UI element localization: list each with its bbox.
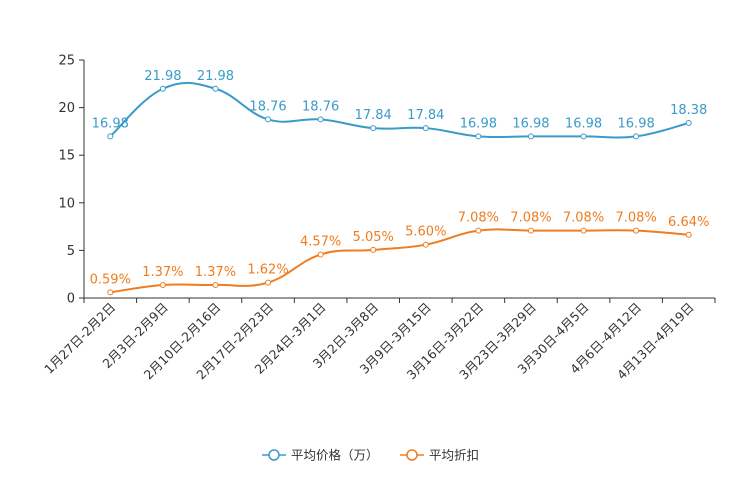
- data-label: 1.37%: [195, 265, 236, 280]
- data-label: 18.38: [670, 103, 707, 118]
- data-point[interactable]: [107, 289, 114, 296]
- data-label: 17.84: [355, 108, 392, 123]
- data-point[interactable]: [370, 125, 377, 132]
- data-label: 18.76: [302, 99, 339, 114]
- data-label: 5.60%: [405, 225, 446, 240]
- data-point[interactable]: [422, 241, 429, 248]
- legend-label: 平均价格（万）: [291, 448, 379, 463]
- data-label: 16.98: [565, 116, 602, 131]
- legend-label: 平均折扣: [429, 448, 479, 463]
- legend[interactable]: 平均价格（万） 平均折扣: [262, 448, 479, 463]
- data-label: 16.98: [460, 116, 497, 131]
- legend-item-1[interactable]: 平均折扣: [400, 448, 479, 463]
- data-label: 7.08%: [510, 211, 551, 226]
- y-axis: 0 5 10 15 20 25: [58, 54, 85, 307]
- data-point[interactable]: [317, 116, 324, 123]
- data-point[interactable]: [527, 227, 534, 234]
- data-point[interactable]: [159, 85, 166, 92]
- data-point[interactable]: [212, 281, 219, 288]
- data-point[interactable]: [580, 227, 587, 234]
- data-label: 0.59%: [90, 272, 131, 287]
- data-label: 21.98: [197, 69, 234, 84]
- data-point[interactable]: [685, 231, 692, 238]
- data-label: 7.08%: [458, 211, 499, 226]
- data-label: 7.08%: [615, 211, 656, 226]
- y-tick-label: 25: [58, 54, 75, 69]
- y-tick-label: 20: [58, 101, 75, 116]
- y-tick-label: 0: [67, 292, 75, 307]
- series-layer: 16.98 21.98 21.98 18.76 18.76 17.84 17.84 16.98…: [90, 69, 709, 296]
- data-point[interactable]: [422, 125, 429, 132]
- series-line: [110, 228, 689, 294]
- x-axis: 1月27日-2月2日2月3日-2月9日2月10日-2月16日2月17日-2月23…: [41, 297, 716, 382]
- series-1: 0.59% 1.37% 1.37% 1.62% 4.57% 5.05% 5.60% 7.08%…: [90, 211, 709, 296]
- data-label: 5.05%: [353, 230, 394, 245]
- data-label: 17.84: [407, 108, 444, 123]
- legend-item-0[interactable]: 平均价格（万）: [262, 448, 379, 463]
- data-point[interactable]: [685, 120, 692, 127]
- legend-marker-swatch: [268, 449, 280, 461]
- data-point[interactable]: [527, 133, 534, 140]
- data-point[interactable]: [212, 85, 219, 92]
- data-label: 1.37%: [142, 265, 183, 280]
- data-point[interactable]: [475, 227, 482, 234]
- data-point[interactable]: [580, 133, 587, 140]
- data-point[interactable]: [107, 133, 114, 140]
- data-point[interactable]: [159, 281, 166, 288]
- data-label: 6.64%: [668, 215, 709, 230]
- data-label: 16.98: [92, 116, 129, 131]
- data-point[interactable]: [265, 279, 272, 286]
- data-point[interactable]: [265, 116, 272, 123]
- y-tick-label: 10: [58, 196, 75, 211]
- data-label: 16.98: [618, 116, 655, 131]
- data-label: 16.98: [512, 116, 549, 131]
- data-point[interactable]: [633, 227, 640, 234]
- data-point[interactable]: [317, 251, 324, 258]
- data-point[interactable]: [370, 246, 377, 253]
- data-label: 7.08%: [563, 211, 604, 226]
- data-label: 21.98: [144, 69, 181, 84]
- data-point[interactable]: [475, 133, 482, 140]
- data-point[interactable]: [633, 133, 640, 140]
- legend-marker-swatch: [406, 449, 418, 461]
- data-label: 18.76: [249, 99, 286, 114]
- y-tick-label: 5: [67, 244, 75, 259]
- y-tick-label: 15: [58, 149, 75, 164]
- data-label: 4.57%: [300, 234, 341, 249]
- data-label: 1.62%: [247, 263, 288, 278]
- series-0: 16.98 21.98 21.98 18.76 18.76 17.84 17.84 16.98…: [92, 69, 707, 140]
